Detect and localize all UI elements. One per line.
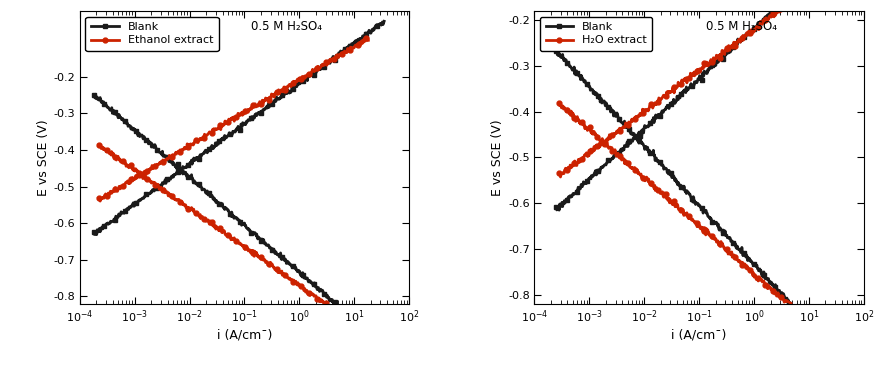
- H₂O extract: [561, 168, 571, 172]
- H₂O extract: [757, 22, 767, 27]
- Ethanol extract: [223, 117, 234, 122]
- Ethanol extract: [363, 38, 374, 42]
- Blank: [551, 205, 562, 210]
- Ethanol extract: [357, 41, 368, 45]
- Blank: [626, 138, 636, 142]
- Blank: [327, 57, 338, 62]
- Blank: [372, 23, 383, 27]
- Ethanol extract: [315, 65, 325, 70]
- Ethanol extract: [362, 36, 373, 40]
- Blank: [379, 19, 390, 23]
- Blank: [621, 144, 632, 149]
- Blank: [262, 106, 273, 110]
- Line: Blank: Blank: [91, 19, 386, 237]
- Blank: [89, 230, 99, 235]
- H₂O extract: [776, 9, 787, 13]
- Blank: [766, 9, 777, 14]
- Line: H₂O extract: H₂O extract: [556, 9, 783, 179]
- Blank: [554, 208, 564, 212]
- Blank: [660, 107, 671, 112]
- X-axis label: i (A/cm¯): i (A/cm¯): [672, 329, 727, 342]
- H₂O extract: [631, 114, 641, 119]
- Legend: Blank, H₂O extract: Blank, H₂O extract: [540, 16, 652, 51]
- Line: Ethanol extract: Ethanol extract: [96, 35, 370, 203]
- H₂O extract: [554, 171, 564, 175]
- H₂O extract: [772, 9, 782, 13]
- Blank: [605, 159, 616, 163]
- X-axis label: i (A/cm¯): i (A/cm¯): [217, 329, 272, 342]
- Ethanol extract: [240, 111, 251, 115]
- H₂O extract: [556, 175, 566, 179]
- Text: 0.5 M H₂SO₄: 0.5 M H₂SO₄: [706, 20, 777, 33]
- H₂O extract: [759, 19, 770, 23]
- Text: 0.5 M H₂SO₄: 0.5 M H₂SO₄: [251, 20, 322, 33]
- H₂O extract: [563, 168, 574, 172]
- Blank: [246, 115, 257, 119]
- Y-axis label: E vs SCE (V): E vs SCE (V): [36, 119, 50, 196]
- Legend: Blank, Ethanol extract: Blank, Ethanol extract: [85, 16, 219, 51]
- Ethanol extract: [254, 100, 265, 104]
- Blank: [91, 232, 102, 237]
- Y-axis label: E vs SCE (V): E vs SCE (V): [492, 119, 504, 196]
- Ethanol extract: [222, 120, 232, 125]
- Ethanol extract: [93, 196, 104, 200]
- Blank: [770, 10, 781, 14]
- Blank: [681, 85, 692, 89]
- Ethanol extract: [95, 199, 105, 203]
- Blank: [759, 18, 770, 22]
- Blank: [229, 130, 239, 134]
- Blank: [227, 132, 237, 137]
- Line: Blank: Blank: [554, 9, 777, 213]
- H₂O extract: [741, 34, 751, 38]
